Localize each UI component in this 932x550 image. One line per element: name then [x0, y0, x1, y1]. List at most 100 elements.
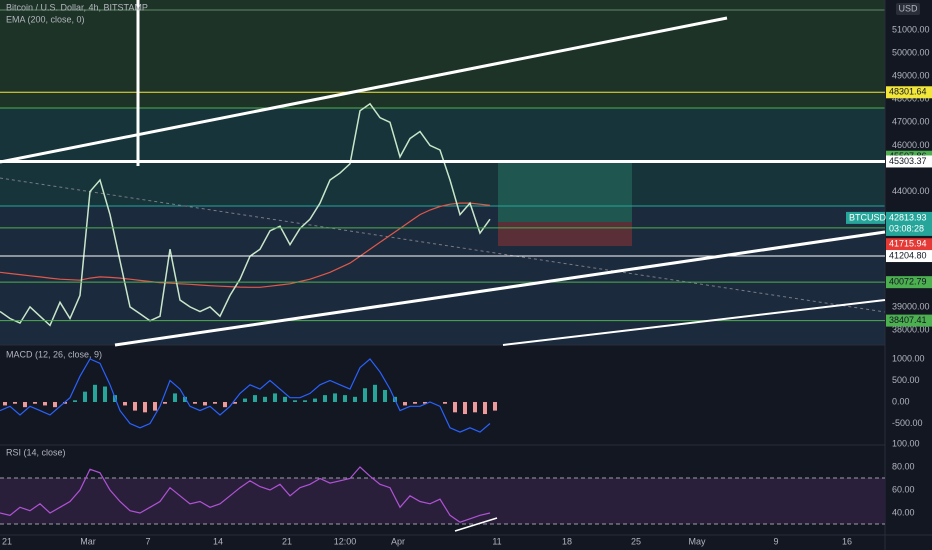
date-label: Mar [80, 536, 96, 546]
macd-histogram [333, 393, 337, 402]
macd-histogram [43, 402, 47, 406]
macd-histogram [23, 402, 27, 408]
macd-histogram [233, 402, 237, 404]
macd-histogram [133, 402, 137, 411]
price-tag-label: 41204.80 [889, 250, 927, 260]
current-symbol: BTCUSD [849, 212, 887, 222]
macd-histogram [413, 402, 417, 404]
macd-histogram [163, 402, 167, 404]
axis-label: -500.00 [892, 418, 923, 428]
axis-label: 48000.00 [892, 94, 930, 104]
macd-histogram [153, 402, 157, 411]
date-label: 9 [773, 536, 778, 546]
macd-histogram [13, 402, 17, 404]
rsi-band [0, 478, 885, 524]
divergence-line [454, 517, 498, 532]
ema-label: EMA (200, close, 0) [6, 14, 85, 24]
series-line [0, 466, 491, 523]
current-symbol-box [846, 211, 885, 224]
macd-histogram [263, 396, 267, 402]
macd-histogram [53, 402, 57, 408]
macd-histogram [103, 386, 107, 402]
axis-label: 51000.00 [892, 24, 930, 34]
price-tag [886, 155, 932, 168]
macd-histogram [463, 402, 467, 415]
price-tag-label: 45303.37 [889, 156, 927, 166]
current-price: 42813.93 [889, 212, 927, 222]
axis-label: 46000.00 [892, 140, 930, 150]
macd-histogram [403, 402, 407, 406]
price-tag-label: 38407.41 [889, 315, 927, 325]
macd-histogram [493, 402, 497, 411]
date-label: 21 [282, 536, 292, 546]
date-label: 12:00 [334, 536, 357, 546]
date-label: 11 [492, 536, 501, 546]
macd-histogram [273, 393, 277, 402]
macd-histogram [443, 402, 447, 404]
axis-label: 44000.00 [892, 186, 930, 196]
date-label: 21 [2, 536, 12, 546]
trend-line [0, 16, 728, 164]
macd-histogram [193, 402, 197, 404]
date-label: May [688, 536, 706, 546]
macd-histogram [283, 396, 287, 402]
axis-label: 49000.00 [892, 71, 930, 81]
macd-histogram [93, 384, 97, 402]
price-tag-label: 41715.94 [889, 239, 927, 249]
zone-low [0, 206, 885, 345]
axis-label: 0.00 [892, 396, 910, 406]
price-tag [886, 238, 932, 251]
trend-line [114, 230, 886, 347]
macd-histogram [213, 402, 217, 404]
axis-label: 39000.00 [892, 301, 930, 311]
macd-label: MACD (12, 26, close, 9) [6, 349, 102, 359]
macd-histogram [343, 395, 347, 402]
axis-label: 80.00 [892, 461, 915, 471]
macd-histogram [373, 384, 377, 402]
axis-label: 100.00 [892, 438, 920, 448]
price-tag-label: 48301.64 [889, 87, 927, 97]
macd-histogram [173, 393, 177, 402]
date-label: 18 [562, 536, 572, 546]
rsi-label: RSI (14, close) [6, 447, 66, 457]
macd-histogram [243, 398, 247, 402]
macd-histogram [73, 400, 77, 402]
macd-histogram [353, 396, 357, 402]
macd-histogram [33, 402, 37, 404]
date-label: Apr [391, 536, 405, 546]
dashed-trend [0, 177, 886, 313]
countdown: 03:08:28 [889, 223, 924, 233]
axis-label: 500.00 [892, 375, 920, 385]
macd-histogram [453, 402, 457, 413]
stop-box [498, 222, 632, 246]
axis-label: 38000.00 [892, 324, 930, 334]
series-line [0, 358, 491, 433]
target-box [498, 160, 632, 222]
current-price-box [886, 211, 932, 236]
axis-label: 50000.00 [892, 47, 930, 57]
macd-histogram [123, 402, 127, 406]
macd-histogram [143, 402, 147, 413]
axis-label: 1000.00 [892, 353, 925, 363]
zone-top [0, 0, 885, 108]
currency[interactable]: USD [898, 3, 918, 13]
macd-histogram [313, 398, 317, 402]
macd-histogram [303, 400, 307, 402]
axis-label: 47000.00 [892, 117, 930, 127]
currency-box[interactable] [896, 3, 920, 15]
macd-histogram [223, 402, 227, 408]
price-tag [886, 276, 932, 289]
macd-histogram [3, 402, 7, 406]
macd-histogram [363, 388, 367, 402]
axis-label: 60.00 [892, 484, 915, 494]
title: Bitcoin / U.S. Dollar, 4h, BITSTAMP [6, 2, 148, 12]
date-label: 7 [145, 536, 150, 546]
price-tag [886, 250, 932, 263]
date-label: 25 [631, 536, 641, 546]
macd-histogram [293, 400, 297, 402]
price-tag [886, 314, 932, 327]
date-label: 16 [842, 536, 852, 546]
macd-histogram [323, 395, 327, 402]
macd-histogram [253, 395, 257, 402]
